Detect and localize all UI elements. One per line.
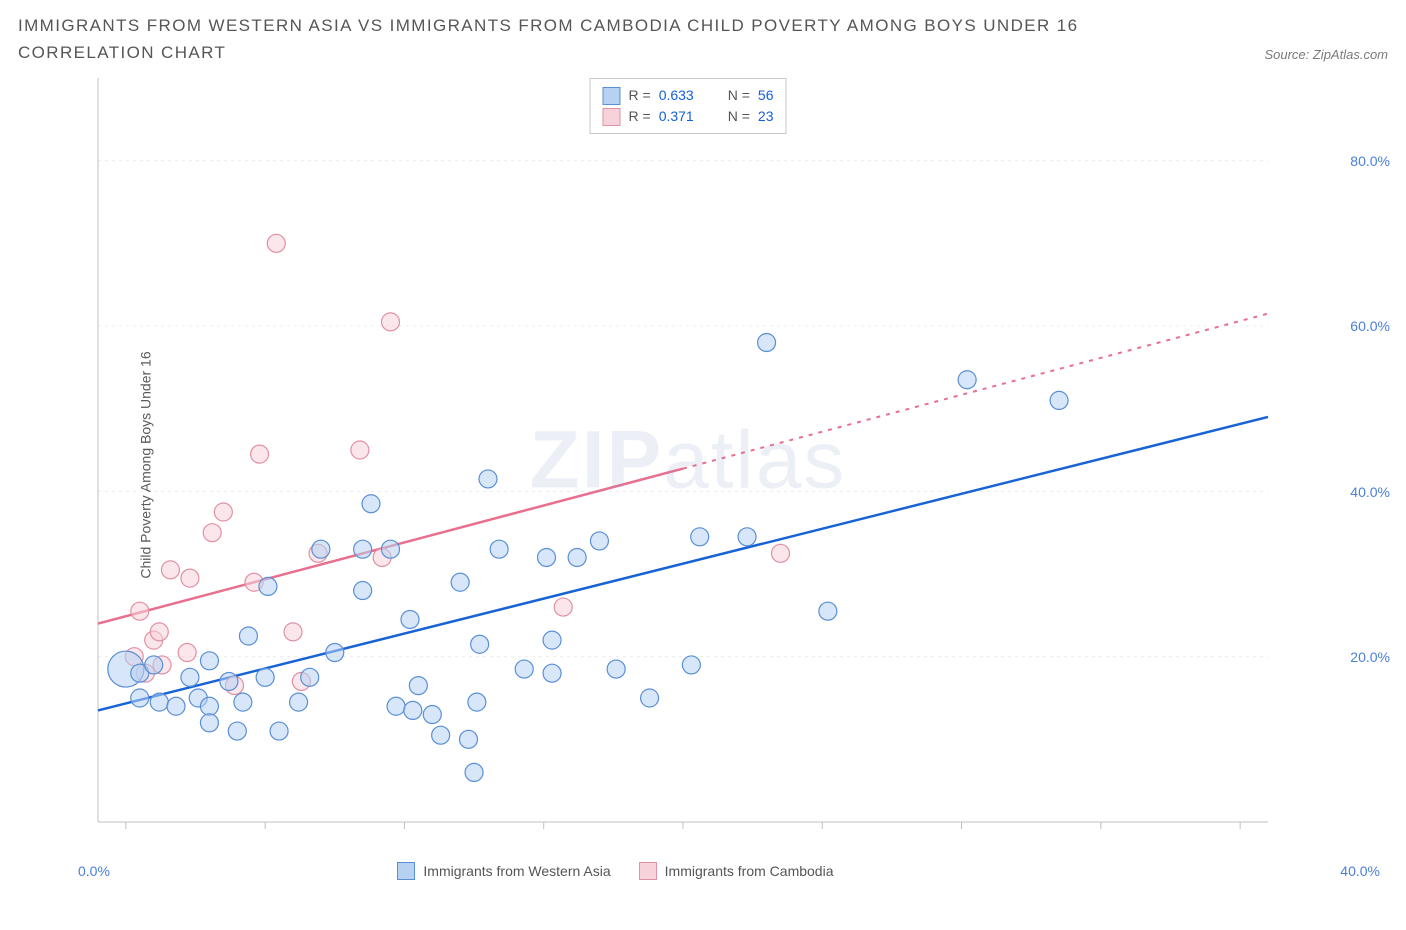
correlation-legend: R = 0.633 N = 56 R = 0.371 N = 23 <box>590 78 787 134</box>
chart-area: Child Poverty Among Boys Under 16 ZIPatl… <box>38 72 1338 858</box>
legend-r-label: R = <box>629 106 651 127</box>
series-name-pink: Immigrants from Cambodia <box>665 863 834 879</box>
chart-title: IMMIGRANTS FROM WESTERN ASIA VS IMMIGRAN… <box>18 12 1138 66</box>
series-legend: Immigrants from Western Asia Immigrants … <box>397 862 833 880</box>
legend-swatch-blue <box>603 87 621 105</box>
legend-r-value-pink: 0.371 <box>659 106 694 127</box>
legend-n-value-blue: 56 <box>758 85 774 106</box>
legend-r-value-blue: 0.633 <box>659 85 694 106</box>
series-legend-pink: Immigrants from Cambodia <box>639 862 834 880</box>
series-legend-blue: Immigrants from Western Asia <box>397 862 610 880</box>
legend-swatch-pink <box>639 862 657 880</box>
legend-n-value-pink: 23 <box>758 106 774 127</box>
source-label: Source: ZipAtlas.com <box>1264 47 1388 66</box>
x-axis-row: 0.0% Immigrants from Western Asia Immigr… <box>18 862 1388 880</box>
scatter-plot <box>38 72 1338 852</box>
x-tick-min: 0.0% <box>78 863 128 879</box>
legend-row-blue: R = 0.633 N = 56 <box>603 85 774 106</box>
x-tick-max: 40.0% <box>1340 863 1388 879</box>
legend-row-pink: R = 0.371 N = 23 <box>603 106 774 127</box>
legend-r-label: R = <box>629 85 651 106</box>
legend-swatch-blue <box>397 862 415 880</box>
legend-swatch-pink <box>603 108 621 126</box>
legend-n-label: N = <box>728 85 750 106</box>
y-axis-label: Child Poverty Among Boys Under 16 <box>138 352 154 579</box>
legend-n-label: N = <box>728 106 750 127</box>
series-name-blue: Immigrants from Western Asia <box>423 863 610 879</box>
